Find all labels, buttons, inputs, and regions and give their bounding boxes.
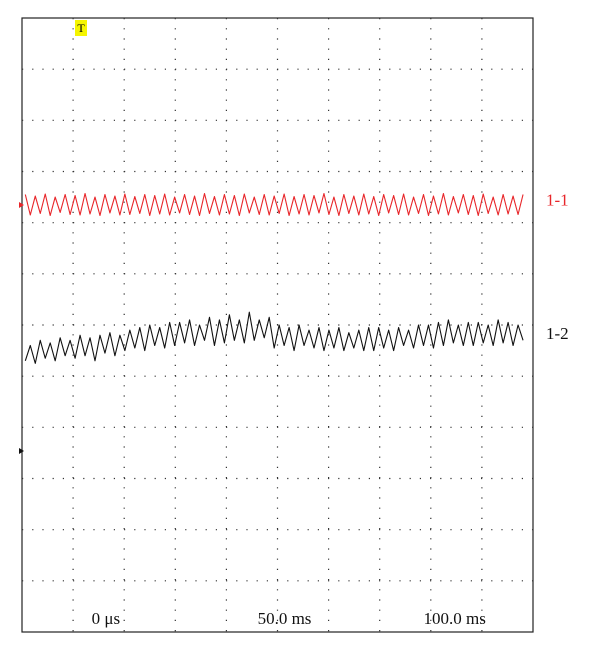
trigger-label: T bbox=[77, 21, 85, 35]
trace bbox=[24, 192, 524, 217]
channel-marker bbox=[19, 202, 24, 208]
x-tick-label: 100.0 ms bbox=[424, 609, 486, 628]
trigger-box bbox=[75, 20, 87, 36]
x-tick-label: 50.0 ms bbox=[258, 609, 312, 628]
legend-label: 1-1 bbox=[546, 191, 569, 210]
legend-label: 1-2 bbox=[546, 324, 569, 343]
x-tick-label: 0 μs bbox=[92, 609, 120, 628]
channel-marker bbox=[19, 448, 24, 454]
trace bbox=[24, 311, 524, 364]
